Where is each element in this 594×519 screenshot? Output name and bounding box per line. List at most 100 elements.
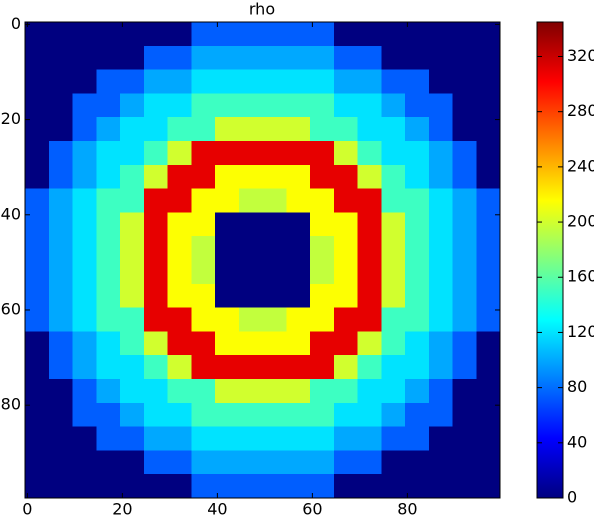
cell — [167, 307, 192, 332]
cell — [96, 164, 121, 190]
cell — [191, 450, 216, 475]
cell — [72, 93, 97, 118]
cell — [428, 283, 453, 309]
cell — [310, 260, 335, 285]
cell — [262, 450, 287, 475]
cell — [72, 331, 97, 356]
cell — [476, 69, 501, 94]
cell — [143, 307, 168, 332]
cell — [120, 379, 145, 404]
cell — [96, 426, 121, 451]
cell — [215, 141, 240, 166]
cell — [215, 117, 240, 142]
cell — [476, 355, 501, 380]
colorbar-tick-label: 80 — [567, 377, 587, 396]
cell — [143, 69, 168, 94]
cell — [428, 236, 453, 261]
cell — [476, 402, 501, 428]
cell — [143, 22, 168, 47]
x-tick-label: 60 — [302, 500, 322, 519]
cell — [238, 379, 263, 404]
cell — [262, 93, 287, 118]
cell — [191, 379, 216, 404]
cell — [357, 22, 382, 47]
cell — [333, 188, 358, 213]
cell — [333, 283, 358, 309]
cell — [357, 260, 382, 285]
cell — [262, 141, 287, 166]
cell — [452, 379, 477, 404]
cell — [215, 93, 240, 118]
cell — [310, 22, 335, 47]
y-tick-label: 20 — [1, 109, 21, 128]
y-tick-label: 40 — [1, 204, 21, 223]
cell — [96, 212, 121, 237]
cell — [262, 69, 287, 94]
cell — [476, 93, 501, 118]
cell — [120, 331, 145, 356]
cell — [310, 355, 335, 380]
cell — [405, 45, 430, 71]
cell — [143, 141, 168, 166]
cell — [405, 260, 430, 285]
cell — [333, 69, 358, 94]
cell — [405, 355, 430, 380]
cell — [310, 426, 335, 451]
plot-frame — [24, 21, 501, 499]
cell — [238, 117, 263, 142]
cell — [310, 402, 335, 428]
cell — [476, 331, 501, 356]
cell — [167, 188, 192, 213]
cell — [215, 212, 240, 237]
cell — [48, 331, 73, 356]
cell — [262, 260, 287, 285]
cell — [476, 450, 501, 475]
cell — [381, 212, 406, 237]
cell — [333, 379, 358, 404]
cell — [357, 117, 382, 142]
cell — [215, 307, 240, 332]
cell — [405, 69, 430, 94]
cell — [286, 236, 311, 261]
cell — [310, 450, 335, 475]
cell — [48, 117, 73, 142]
cell — [167, 450, 192, 475]
cell — [262, 212, 287, 237]
cell — [191, 283, 216, 309]
cell — [428, 355, 453, 380]
cell — [333, 164, 358, 190]
cell — [143, 474, 168, 499]
cell — [357, 402, 382, 428]
cell — [96, 355, 121, 380]
cell — [238, 236, 263, 261]
cell — [143, 117, 168, 142]
cell — [120, 117, 145, 142]
cell — [120, 450, 145, 475]
cell — [333, 331, 358, 356]
cell — [48, 22, 73, 47]
cell — [357, 141, 382, 166]
colorbar-tick-label: 240 — [567, 156, 594, 175]
cell — [72, 450, 97, 475]
cell — [72, 236, 97, 261]
cell — [405, 379, 430, 404]
cell — [167, 355, 192, 380]
cell — [381, 22, 406, 47]
cell — [262, 236, 287, 261]
cell — [167, 141, 192, 166]
cell — [120, 474, 145, 499]
cell — [72, 141, 97, 166]
cell — [215, 450, 240, 475]
cell — [310, 331, 335, 356]
cell — [262, 355, 287, 380]
cell — [476, 164, 501, 190]
cell — [310, 117, 335, 142]
cell — [25, 426, 50, 451]
cell — [381, 260, 406, 285]
cell — [238, 164, 263, 190]
cell — [428, 69, 453, 94]
cell — [381, 379, 406, 404]
cell — [96, 236, 121, 261]
cell — [72, 402, 97, 428]
cell — [333, 236, 358, 261]
